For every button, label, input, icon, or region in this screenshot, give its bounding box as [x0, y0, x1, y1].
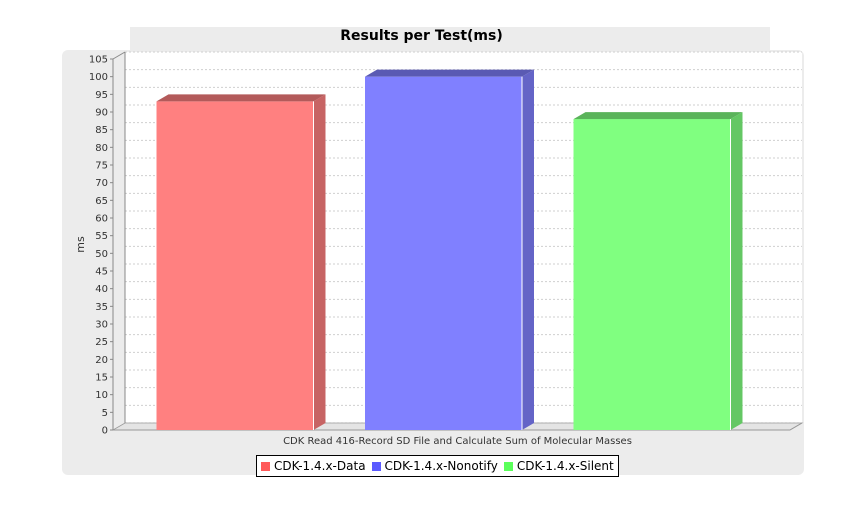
y-axis-label: ms — [74, 236, 87, 253]
y-tick-label: 5 — [102, 408, 108, 419]
bar-side-cdk-1-4-x-nonotify — [522, 69, 534, 431]
y-tick-label: 15 — [95, 373, 108, 384]
bar-cdk-1-4-x-nonotify — [365, 76, 522, 431]
y-tick-label: 50 — [95, 249, 108, 260]
legend-label-nonotify: CDK-1.4.x-Nonotify — [384, 459, 498, 473]
y-tick-label: 70 — [95, 178, 108, 189]
y-tick-label: 80 — [95, 143, 108, 154]
y-tick-label: 25 — [95, 337, 108, 348]
legend-label-silent: CDK-1.4.x-Silent — [516, 459, 614, 473]
y-tick-label: 30 — [95, 320, 108, 331]
y-tick-label: 45 — [95, 267, 108, 278]
bar-top-cdk-1-4-x-data — [156, 94, 326, 102]
y-tick-label: 65 — [95, 196, 108, 207]
legend: CDK-1.4.x-Data CDK-1.4.x-Nonotify CDK-1.… — [256, 455, 619, 477]
legend-item-data: CDK-1.4.x-Data — [261, 459, 366, 473]
bar-cdk-1-4-x-data — [156, 101, 314, 431]
bar-top-cdk-1-4-x-silent — [573, 112, 743, 120]
y-tick-label: 90 — [95, 108, 108, 119]
y-tick-label: 0 — [102, 426, 108, 437]
y-tick-label: 55 — [95, 231, 108, 242]
legend-swatch-data — [261, 461, 270, 471]
legend-swatch-silent — [503, 461, 513, 471]
y-tick-label: 85 — [95, 125, 108, 136]
y-tick-label: 40 — [95, 284, 108, 295]
legend-swatch-nonotify — [371, 461, 381, 471]
y-tick-label: 100 — [89, 72, 108, 83]
chart-title: Results per Test(ms) — [340, 28, 503, 44]
y-tick-label: 35 — [95, 302, 108, 313]
y-tick-label: 60 — [95, 214, 108, 225]
legend-item-nonotify: CDK-1.4.x-Nonotify — [371, 459, 498, 473]
y-axis-top-edge — [112, 51, 126, 60]
y-tick-label: 75 — [95, 161, 108, 172]
x-axis-right-edge — [789, 422, 803, 431]
legend-label-data: CDK-1.4.x-Data — [274, 459, 366, 473]
y-tick-label: 10 — [95, 390, 108, 401]
bar-side-cdk-1-4-x-data — [313, 94, 326, 431]
y-tick-label: 20 — [95, 355, 108, 366]
x-axis-category-label: CDK Read 416-Record SD File and Calculat… — [283, 436, 632, 447]
y-tick-label: 95 — [95, 90, 108, 101]
y-tick-label: 105 — [89, 55, 108, 66]
bar-side-cdk-1-4-x-silent — [730, 112, 743, 431]
bar-top-cdk-1-4-x-nonotify — [365, 69, 534, 77]
legend-item-silent: CDK-1.4.x-Silent — [503, 459, 614, 473]
bar-cdk-1-4-x-silent — [573, 119, 731, 431]
